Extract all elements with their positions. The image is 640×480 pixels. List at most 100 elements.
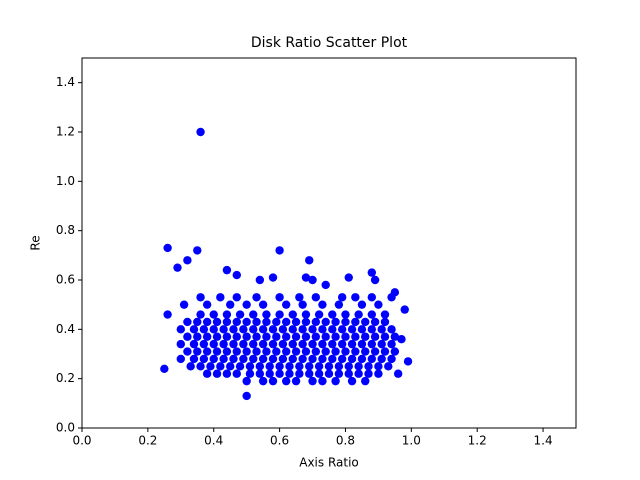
scatter-point [255,275,265,285]
scatter-point [258,354,268,364]
scatter-point [183,332,192,341]
scatter-point [328,354,337,364]
scatter-point [314,362,324,371]
scatter-point [341,317,350,327]
scatter-point [367,339,377,349]
scatter-point [239,354,248,364]
chart-title: Disk Ratio Scatter Plot [251,35,408,51]
scatter-point [318,339,327,349]
scatter-point [281,347,291,356]
scatter-point [285,369,294,378]
scatter-point [219,354,228,364]
scatter-point [314,369,324,378]
scatter-point [341,347,350,356]
y-tick-label: 1.0 [56,174,75,188]
scatter-point [331,347,340,356]
scatter-point [301,332,311,341]
scatter-point [252,347,261,356]
scatter-point [272,347,281,356]
scatter-point [216,293,225,302]
scatter-point [301,347,311,356]
scatter-point [245,369,255,378]
scatter-point [318,300,327,309]
scatter-point [305,256,314,265]
scatter-point [278,325,288,334]
scatter-point [275,310,284,319]
scatter-point [298,354,307,364]
scatter-point [351,332,360,341]
scatter-point [387,354,396,364]
scatter-point [268,273,278,282]
scatter-point [357,339,367,349]
scatter-point [380,310,390,319]
scatter-point [374,369,383,378]
y-tick-label: 0.4 [56,322,75,336]
scatter-point [337,293,347,302]
scatter-point [242,347,251,356]
scatter-point [298,300,307,309]
scatter-point [193,246,202,255]
y-tick-label: 1.2 [56,125,75,139]
scatter-point [295,369,304,378]
scatter-point [222,332,232,341]
x-tick-label: 1.0 [402,434,421,448]
scatter-point [351,293,360,302]
y-tick-label: 1.4 [56,75,75,89]
y-axis-label: Re [29,235,43,250]
scatter-point [183,347,192,356]
scatter-point [321,280,330,290]
scatter-point [357,325,367,334]
scatter-point [403,357,413,366]
x-tick-label: 0.6 [270,434,289,448]
scatter-point [232,317,241,327]
scatter-point [308,275,317,285]
scatter-point [344,369,353,378]
scatter-point [347,376,357,386]
scatter-point [341,332,350,341]
scatter-point [202,317,212,327]
scatter-point [209,354,218,364]
scatter-point [301,273,311,282]
scatter-point [367,325,377,334]
scatter-point [367,310,377,319]
scatter-point [222,310,232,319]
scatter-point [357,354,367,364]
scatter-point [235,310,245,319]
scatter-point [252,317,261,327]
scatter-point [216,362,225,371]
scatter-point [321,317,330,327]
scatter-point [291,376,301,386]
scatter-point [288,354,297,364]
scatter-point [331,332,340,341]
scatter-point [367,268,377,277]
scatter-point [361,376,370,386]
scatter-point [232,347,241,356]
scatter-point [252,332,261,341]
scatter-point [285,362,294,371]
scatter-point [370,275,380,285]
scatter-point [209,325,218,334]
scatter-point [212,317,222,327]
x-tick-label: 0.2 [138,434,157,448]
scatter-point [334,362,344,371]
scatter-point [390,332,400,341]
scatter-point [308,325,317,334]
scatter-point [305,369,314,378]
scatter-point [298,339,307,349]
scatter-point [370,332,380,341]
scatter-point [288,310,297,319]
x-tick-label: 0.0 [72,434,91,448]
scatter-point [354,369,363,378]
scatter-point [291,332,301,341]
scatter-point [281,376,291,386]
scatter-point [380,317,390,327]
scatter-point [308,339,317,349]
scatter-point [370,317,380,327]
scatter-point [387,339,396,349]
scatter-point [206,362,215,371]
scatter-point [173,263,182,272]
scatter-point [328,325,337,334]
scatter-point [202,300,212,309]
scatter-point [318,376,327,386]
